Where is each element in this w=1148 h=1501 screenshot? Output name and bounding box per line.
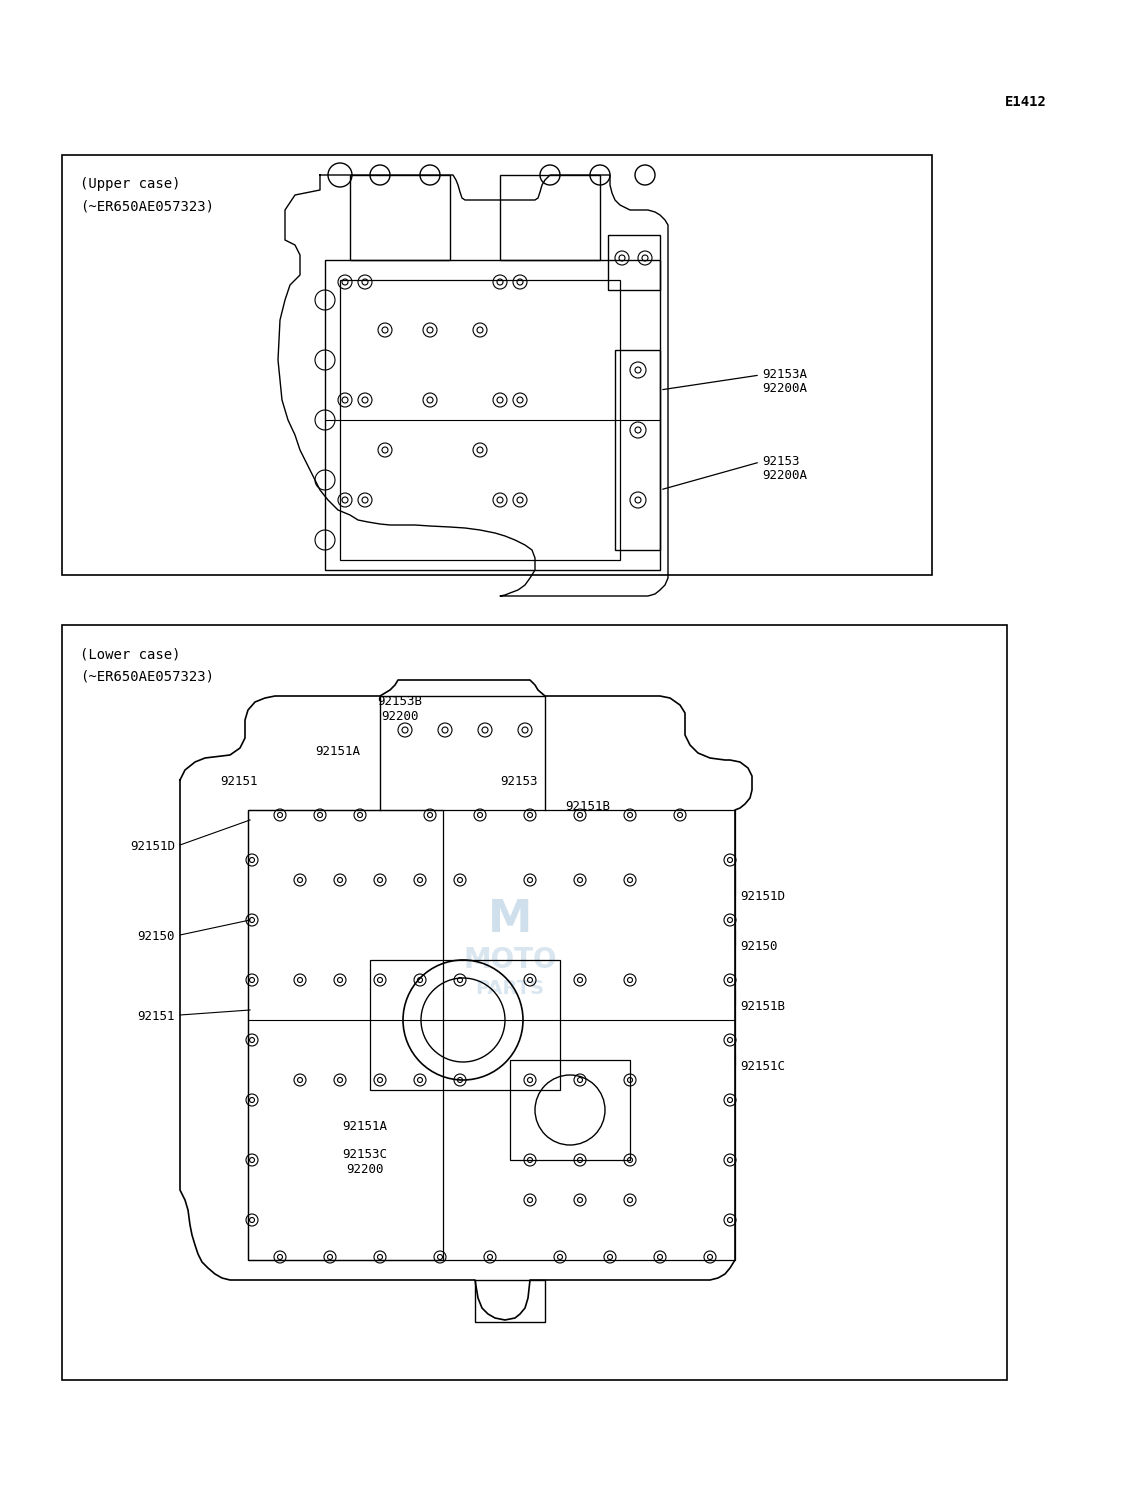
- Text: (~ER650AE057323): (~ER650AE057323): [80, 200, 214, 215]
- Text: 92200A: 92200A: [762, 468, 807, 482]
- Bar: [62, 155, 932, 575]
- Text: E1412: E1412: [1004, 95, 1047, 110]
- Bar: [615, 350, 660, 549]
- Text: 92151D: 92151D: [130, 841, 174, 853]
- Bar: [248, 811, 735, 1259]
- Text: 92150: 92150: [740, 940, 777, 953]
- Text: 92150: 92150: [138, 931, 174, 943]
- Text: 92200A: 92200A: [762, 381, 807, 395]
- Text: 92151B: 92151B: [565, 800, 610, 814]
- Text: 92153A: 92153A: [762, 368, 807, 381]
- Bar: [325, 260, 660, 570]
- Text: 92153B: 92153B: [378, 695, 422, 708]
- Bar: [608, 236, 660, 290]
- Text: (Lower case): (Lower case): [80, 647, 180, 660]
- Text: 92151: 92151: [220, 775, 258, 788]
- Text: 92151: 92151: [138, 1010, 174, 1024]
- Text: M: M: [488, 899, 533, 941]
- Text: 92151C: 92151C: [740, 1060, 785, 1073]
- Text: (~ER650AE057323): (~ER650AE057323): [80, 669, 214, 684]
- Text: 92200: 92200: [381, 710, 419, 723]
- Text: 92153: 92153: [501, 775, 537, 788]
- Text: 92200: 92200: [347, 1163, 383, 1175]
- Bar: [370, 961, 560, 1090]
- Text: 92153: 92153: [762, 455, 799, 468]
- Text: 92151A: 92151A: [316, 744, 360, 758]
- Bar: [501, 176, 600, 260]
- Text: 92151D: 92151D: [740, 890, 785, 904]
- Text: PARTS: PARTS: [475, 979, 544, 998]
- Bar: [350, 176, 450, 260]
- Bar: [475, 1280, 545, 1322]
- Circle shape: [340, 781, 680, 1120]
- Bar: [248, 811, 443, 1259]
- Text: 92153C: 92153C: [342, 1148, 388, 1160]
- Text: MOTO: MOTO: [464, 946, 557, 974]
- Bar: [510, 1060, 630, 1160]
- Text: 92151B: 92151B: [740, 1000, 785, 1013]
- Bar: [340, 281, 620, 560]
- Bar: [62, 624, 1007, 1379]
- Text: (Upper case): (Upper case): [80, 177, 180, 191]
- Text: 92151A: 92151A: [342, 1120, 388, 1133]
